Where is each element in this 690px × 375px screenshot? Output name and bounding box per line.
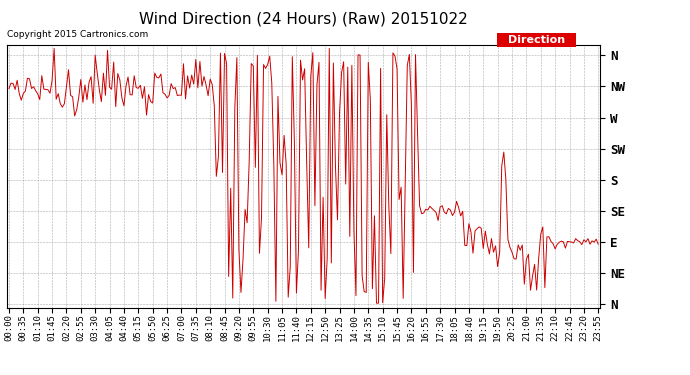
Text: Wind Direction (24 Hours) (Raw) 20151022: Wind Direction (24 Hours) (Raw) 20151022 xyxy=(139,11,468,26)
Text: Copyright 2015 Cartronics.com: Copyright 2015 Cartronics.com xyxy=(7,30,148,39)
Text: Direction: Direction xyxy=(508,35,564,45)
